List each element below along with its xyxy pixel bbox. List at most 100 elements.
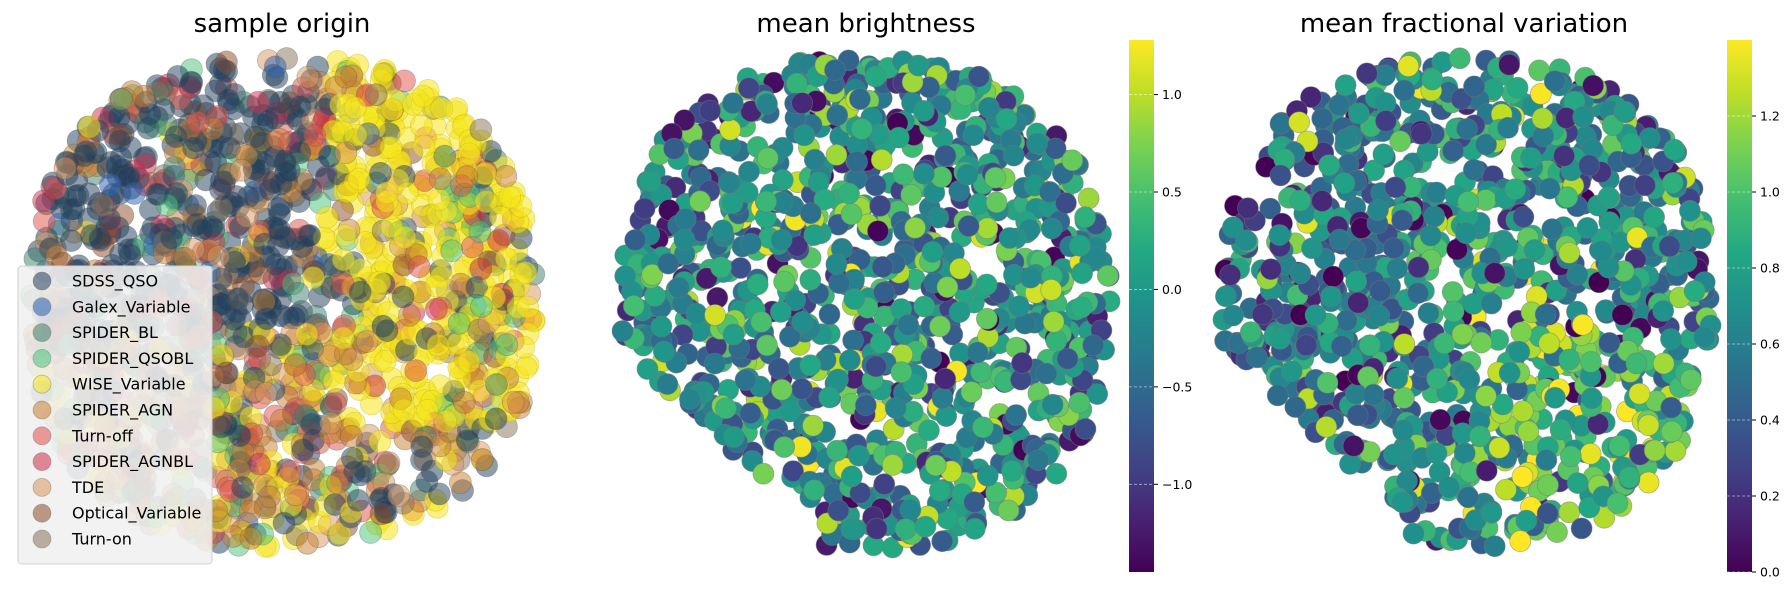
scatter-point-sdss-qso (209, 177, 232, 201)
scatter-point (1382, 237, 1405, 260)
scatter-point-tde (254, 381, 278, 405)
scatter-point-sdss-qso (415, 469, 439, 493)
scatter-point-wise-variable (331, 248, 355, 272)
scatter-point (1222, 304, 1244, 327)
legend-label-sdss-qso: SDSS_QSO (72, 272, 158, 292)
scatter-point (1625, 352, 1648, 375)
scatter-point (1372, 143, 1395, 166)
scatter-point (1508, 340, 1531, 363)
scatter-point (1008, 295, 1030, 318)
scatter-point-tde (387, 484, 411, 508)
scatter-point (1045, 329, 1068, 352)
scatter-point (779, 400, 801, 423)
scatter-point-wise-variable (392, 398, 416, 422)
scatter-point-spider-agn (326, 471, 350, 495)
scatter-point-wise-variable (330, 120, 354, 144)
legend-label-optical-variable: Optical_Variable (72, 504, 201, 524)
scatter-point (1027, 449, 1050, 472)
scatter-point (1570, 517, 1593, 540)
scatter-point-spider-qsobl (495, 333, 519, 357)
scatter-point (1608, 434, 1631, 457)
scatter-point (767, 357, 790, 380)
scatter-point-turn-off (279, 459, 302, 483)
scatter-point (1374, 64, 1396, 87)
scatter-point (1026, 132, 1048, 155)
sample-origin-panel: sample origin SDSS_QSO Galex_Variable SPID… (17, 9, 546, 565)
scatter-point-tde (53, 156, 77, 180)
scatter-point (1498, 361, 1521, 384)
scatter-point-sdss-qso (410, 435, 434, 459)
scatter-point-wise-variable (379, 136, 403, 159)
scatter-point (1215, 285, 1237, 308)
scatter-point (1475, 459, 1498, 482)
scatter-point (1628, 382, 1651, 405)
scatter-point (1269, 327, 1291, 350)
legend-marker-turn-off (32, 426, 52, 446)
scatter-point (657, 252, 680, 275)
colorbar-tick-label: 1.0 (1760, 185, 1780, 200)
scatter-point-wise-variable (409, 114, 433, 138)
scatter-point (967, 65, 990, 88)
scatter-point (1311, 190, 1333, 212)
scatter-point (1658, 235, 1681, 258)
scatter-point (976, 307, 998, 330)
scatter-point (1019, 266, 1042, 289)
scatter-point (1334, 128, 1357, 151)
scatter-point (934, 367, 957, 390)
scatter-point (1462, 158, 1485, 181)
scatter-point (1637, 414, 1660, 437)
scatter-point-spider-agn (334, 65, 358, 89)
scatter-point (1660, 396, 1683, 419)
scatter-point (1679, 368, 1702, 391)
scatter-point (1393, 79, 1416, 102)
scatter-point (900, 183, 923, 206)
scatter-point (850, 117, 873, 140)
scatter-point (1284, 396, 1307, 418)
scatter-point (722, 92, 744, 114)
scatter-point (699, 99, 721, 122)
scatter-point (1339, 452, 1361, 475)
scatter-point-spider-agn (295, 531, 319, 555)
scatter-point (667, 276, 690, 299)
scatter-point (890, 361, 913, 384)
legend-label-turn-off: Turn-off (71, 426, 134, 445)
scatter-point-wise-variable (301, 266, 325, 290)
legend-label-spider-bl: SPIDER_BL (72, 323, 158, 343)
scatter-point-spider-agn (257, 485, 281, 509)
scatter-point (1475, 385, 1497, 407)
scatter-point (1520, 146, 1542, 169)
scatter-point (769, 300, 792, 323)
scatter-point-wise-variable (328, 522, 351, 546)
scatter-point-spider-agn (455, 165, 479, 189)
scatter-point (1386, 367, 1409, 390)
scatter-point (1410, 122, 1433, 145)
scatter-point (652, 340, 675, 363)
scatter-point (739, 232, 762, 255)
scatter-point-sdss-qso (118, 243, 142, 267)
scatter-point (970, 361, 992, 383)
scatter-point (978, 96, 1000, 119)
scatter-point-wise-variable (375, 181, 399, 205)
scatter-point (679, 387, 701, 410)
scatter-point (711, 219, 734, 242)
scatter-point (1558, 241, 1581, 264)
scatter-point-wise-variable (516, 295, 540, 319)
scatter-point-sdss-qso (164, 125, 188, 149)
scatter-point (1071, 262, 1093, 285)
scatter-point-spider-agn (132, 84, 156, 108)
scatter-point (1457, 486, 1480, 509)
scatter-point (752, 462, 775, 485)
scatter-point (1509, 530, 1532, 552)
scatter-point (1347, 102, 1370, 125)
scatter-point (1497, 116, 1519, 139)
scatter-point (838, 182, 860, 205)
scatter-point-tde (334, 141, 358, 165)
scatter-point (1041, 393, 1064, 416)
scatter-point-turn-on (91, 193, 114, 217)
scatter-point (1328, 228, 1351, 251)
scatter-point-optical-variable (214, 361, 238, 385)
scatter-point (1288, 111, 1310, 134)
scatter-point (1458, 368, 1481, 391)
scatter-point-spider-agn (494, 164, 518, 188)
scatter-point (1318, 154, 1340, 177)
